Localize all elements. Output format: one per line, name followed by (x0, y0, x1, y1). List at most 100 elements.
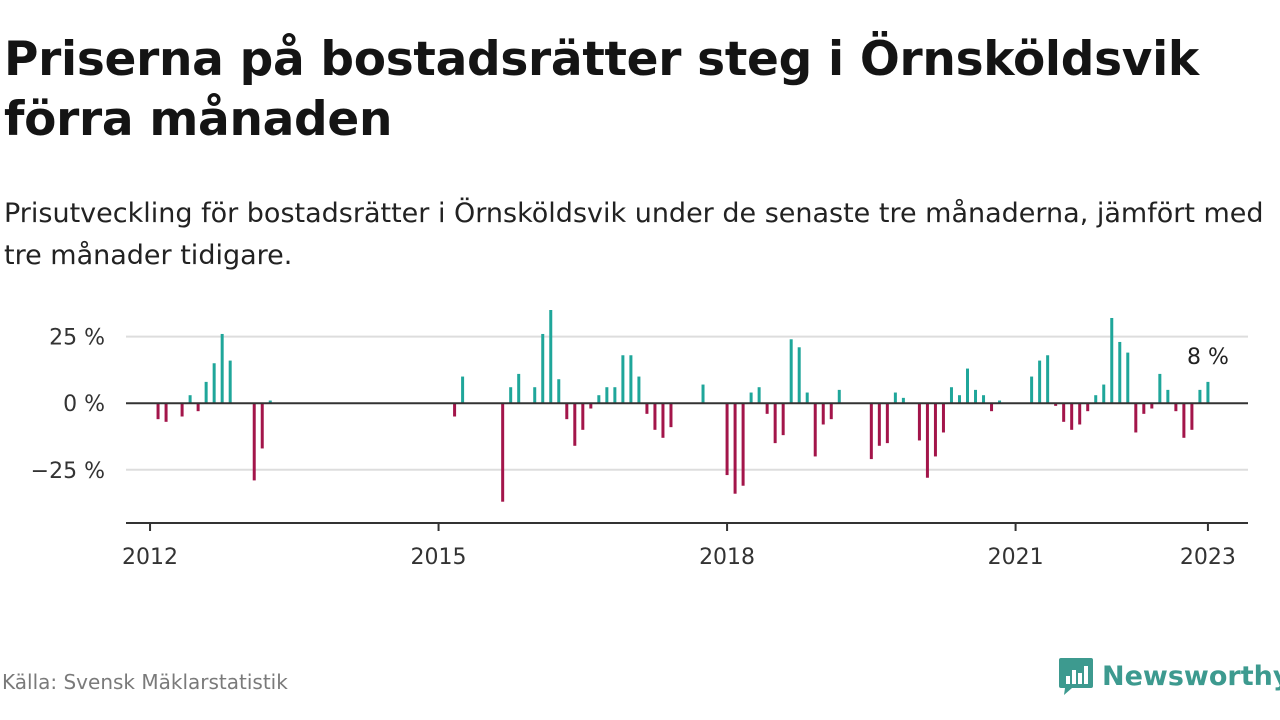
bar (605, 387, 609, 404)
bar (557, 379, 561, 404)
bar (268, 400, 272, 404)
x-tick-label: 2012 (122, 545, 178, 570)
bar (1206, 381, 1210, 404)
bar (1174, 403, 1178, 412)
bar (565, 403, 569, 420)
bar (925, 403, 929, 478)
bar (212, 363, 216, 404)
bar (252, 403, 256, 481)
bar (1038, 360, 1042, 404)
bar (589, 403, 593, 409)
y-tick-label: 25 % (49, 326, 105, 351)
bar (1062, 403, 1066, 422)
x-tick-label: 2021 (988, 545, 1044, 570)
bar (509, 387, 513, 404)
bar (661, 403, 665, 438)
bar (1110, 317, 1114, 404)
bar (517, 373, 521, 404)
bar (837, 389, 841, 404)
bar (260, 403, 264, 449)
bar (957, 395, 961, 404)
brand-logo[interactable]: Newsworthy (1058, 654, 1280, 698)
bar (621, 355, 625, 404)
bar (453, 403, 457, 417)
bar (1150, 403, 1154, 409)
bar (885, 403, 889, 444)
bar (1118, 341, 1122, 404)
bar (549, 310, 553, 404)
x-tick-label: 2015 (411, 545, 467, 570)
bar (901, 397, 905, 404)
x-tick-label: 2023 (1180, 545, 1236, 570)
bar (966, 368, 969, 404)
bar (741, 403, 745, 486)
source-note: Källa: Svensk Mäklarstatistik (2, 670, 288, 694)
bar (789, 339, 793, 404)
bar (1094, 395, 1098, 404)
bar (581, 403, 585, 430)
bar (701, 384, 705, 404)
price-change-bar-chart: 25 % 0 % −25 % 2012 2015 2018 2021 2023 8 % (31, 310, 1248, 570)
brand-name: Newsworthy (1102, 660, 1280, 692)
bar (805, 392, 809, 404)
x-tick-label: 2018 (699, 545, 755, 570)
bar (220, 333, 224, 404)
bar (541, 333, 545, 404)
bar (941, 403, 945, 433)
bar (821, 403, 825, 425)
bar (933, 403, 937, 457)
bar (613, 387, 617, 404)
bar (949, 387, 953, 404)
bar (204, 381, 208, 404)
bar (813, 403, 817, 457)
bar (917, 403, 921, 441)
bar (1158, 373, 1162, 404)
bar (974, 389, 978, 404)
bar (1166, 389, 1170, 404)
bar (869, 403, 873, 460)
bar (749, 392, 753, 404)
bar (733, 403, 737, 494)
bar (188, 395, 192, 404)
bar (757, 387, 761, 404)
bar (1030, 376, 1034, 404)
bar (1046, 355, 1050, 404)
bar (164, 403, 168, 422)
bar (765, 403, 769, 414)
y-tick-label: 0 % (63, 392, 105, 417)
bar (1054, 403, 1058, 406)
bar (797, 347, 801, 404)
bar (781, 403, 785, 436)
bar (597, 395, 601, 404)
chart-subtitle: Prisutveckling för bostadsrätter i Örnsk… (4, 198, 1264, 271)
y-tick-label: −25 % (31, 459, 105, 484)
bar (773, 403, 777, 444)
bar (893, 392, 897, 404)
bar (1190, 403, 1194, 430)
bar (533, 387, 537, 404)
bar (990, 403, 994, 412)
bar (653, 403, 657, 430)
bar (725, 403, 729, 476)
bar (637, 376, 641, 404)
bar (1182, 403, 1186, 438)
bar (180, 403, 184, 417)
bar (829, 403, 833, 420)
bar (1102, 384, 1106, 404)
bar (1142, 403, 1146, 414)
bar (501, 403, 505, 502)
bar (1086, 403, 1090, 412)
bar (461, 376, 465, 404)
bar (1134, 403, 1138, 433)
bar (573, 403, 577, 446)
newsworthy-logo-icon (1059, 658, 1093, 695)
bar (1126, 352, 1130, 404)
bar (156, 403, 160, 420)
bar (998, 400, 1002, 404)
bar (1078, 403, 1082, 425)
chart-title: Priserna på bostadsrätter steg i Örnsköl… (4, 32, 1199, 147)
bar (1198, 389, 1202, 404)
bar (629, 355, 633, 404)
bar (196, 403, 200, 412)
bar (645, 403, 649, 414)
